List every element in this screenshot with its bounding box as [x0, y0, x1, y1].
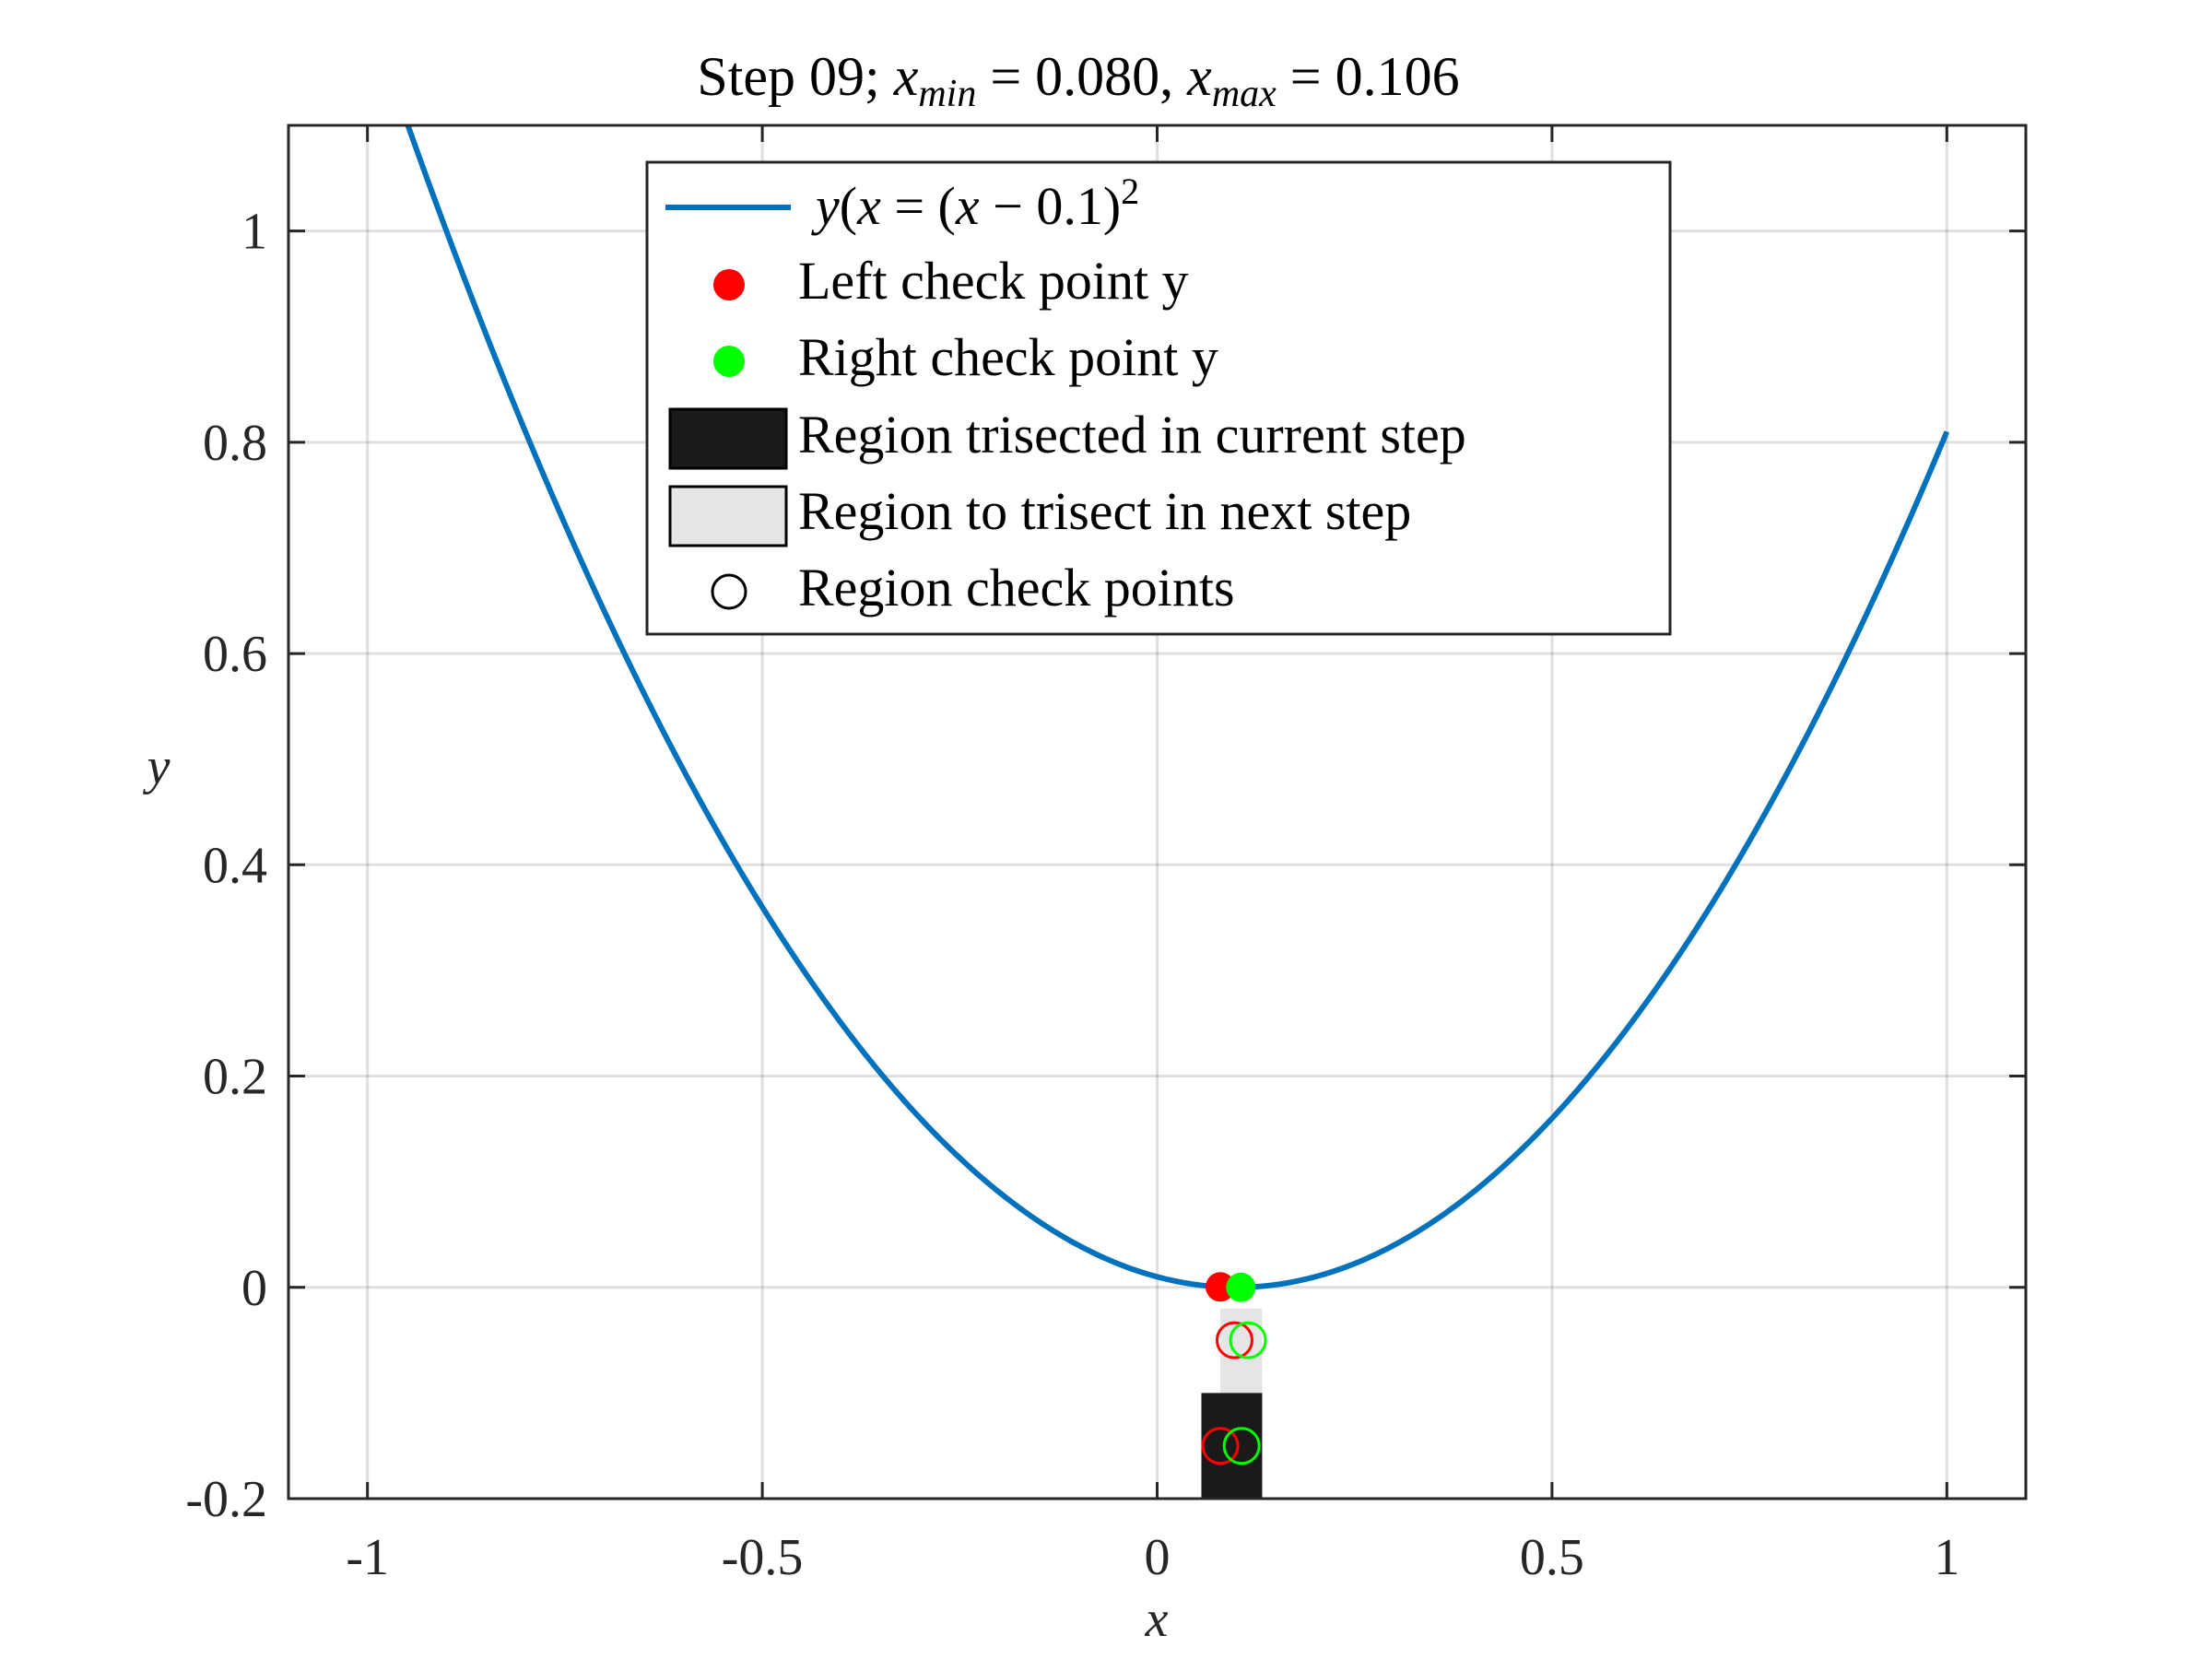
legend-region-points-swatch [711, 573, 747, 610]
current-step-region [1201, 1393, 1263, 1499]
legend: y(x = (x − 0.1)2 Left check point y Righ… [645, 160, 1672, 636]
legend-current-region-swatch [668, 407, 788, 470]
axis-ticks [288, 125, 2026, 1500]
x-tick-label: 0 [1145, 1529, 1171, 1586]
legend-left-point-label: Left check point y [798, 251, 1189, 311]
y-tick-label: 0.6 [203, 626, 267, 683]
y-axis-label: y [143, 738, 171, 795]
x-tick-label: 0.5 [1520, 1529, 1584, 1586]
plot-content [405, 125, 1950, 1499]
y-tick-label: 0.8 [203, 415, 267, 472]
legend-curve-label: y(x = (x − 0.1)2 [811, 171, 1139, 236]
x-tick-label: 1 [1934, 1529, 1959, 1586]
next-step-region [1220, 1308, 1263, 1394]
x-tick-label: -0.5 [722, 1529, 804, 1586]
x-tick-label: -1 [346, 1529, 389, 1586]
y-tick-label: 1 [241, 204, 267, 261]
legend-box [645, 160, 1672, 636]
legend-left-point-swatch [713, 269, 745, 300]
legend-current-region-label: Region trisected in current step [798, 405, 1466, 465]
region-check-point [1215, 1321, 1253, 1359]
legend-region-points-label: Region check points [798, 558, 1235, 618]
region-check-point [1222, 1427, 1261, 1465]
chart-title: Step 09; xmin = 0.080, xmax = 0.106 [697, 46, 1459, 115]
y-tick-label: 0.4 [203, 837, 267, 894]
y-tick-label: 0 [241, 1260, 267, 1317]
region-check-point [1201, 1427, 1240, 1465]
curve-series-line [405, 125, 1950, 1290]
y-tick-label: 0.2 [203, 1049, 267, 1106]
legend-next-region-swatch [668, 485, 788, 547]
region-check-point [1229, 1321, 1267, 1359]
legend-right-point-swatch [713, 346, 745, 377]
y-tick-label: -0.2 [185, 1471, 267, 1528]
legend-right-point-label: Right check point y [798, 327, 1218, 387]
x-axis-label: x [1145, 1591, 1169, 1648]
right-check-point [1226, 1272, 1256, 1302]
left-check-point [1206, 1272, 1236, 1302]
legend-next-region-label: Region to trisect in next step [798, 481, 1411, 541]
